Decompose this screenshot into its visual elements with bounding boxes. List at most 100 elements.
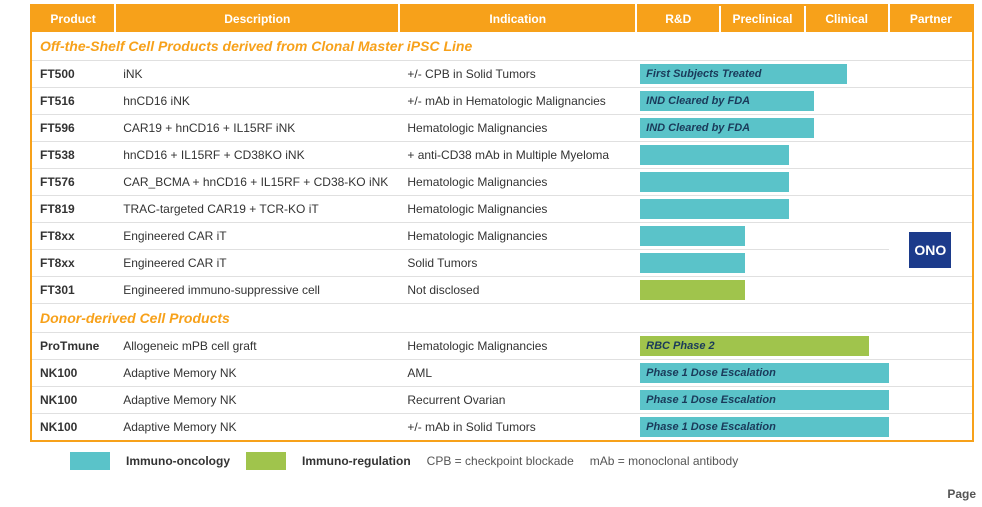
header-preclinical: Preclinical	[721, 6, 805, 32]
cell-product: ProTmune	[31, 333, 115, 360]
cell-stage: Phase 1 Dose Escalation	[636, 414, 889, 442]
table-row: FT819TRAC-targeted CAR19 + TCR-KO iTHema…	[31, 196, 973, 223]
cell-stage: Phase 1 Dose Escalation	[636, 387, 889, 414]
section-header: Off-the-Shelf Cell Products derived from…	[31, 32, 973, 61]
cell-product: NK100	[31, 414, 115, 442]
section-title: Off-the-Shelf Cell Products derived from…	[31, 32, 973, 61]
cell-stage: Phase 1 Dose Escalation	[636, 360, 889, 387]
table-row: FT301Engineered immuno-suppressive cellN…	[31, 277, 973, 304]
legend-cpb: CPB = checkpoint blockade	[427, 454, 574, 468]
cell-description: CAR_BCMA + hnCD16 + IL15RF + CD38-KO iNK	[115, 169, 399, 196]
stage-bar: Phase 1 Dose Escalation	[640, 363, 889, 383]
cell-stage: RBC Phase 2	[636, 333, 889, 360]
table-row: FT596CAR19 + hnCD16 + IL15RF iNKHematolo…	[31, 115, 973, 142]
stage-bar: RBC Phase 2	[640, 336, 869, 356]
cell-description: Adaptive Memory NK	[115, 414, 399, 442]
stage-bar: IND Cleared by FDA	[640, 91, 814, 111]
cell-description: Engineered immuno-suppressive cell	[115, 277, 399, 304]
stage-bar	[640, 145, 789, 165]
table-row: FT8xxEngineered CAR iTSolid Tumors	[31, 250, 973, 277]
cell-description: Adaptive Memory NK	[115, 387, 399, 414]
cell-indication: Hematologic Malignancies	[399, 196, 636, 223]
cell-partner	[889, 88, 973, 115]
cell-partner	[889, 333, 973, 360]
cell-indication: Hematologic Malignancies	[399, 169, 636, 196]
stage-bar	[640, 280, 744, 300]
cell-stage: IND Cleared by FDA	[636, 88, 889, 115]
cell-description: Adaptive Memory NK	[115, 360, 399, 387]
cell-product: FT576	[31, 169, 115, 196]
cell-indication: Recurrent Ovarian	[399, 387, 636, 414]
cell-description: iNK	[115, 61, 399, 88]
header-clinical: Clinical	[806, 6, 888, 32]
cell-indication: Hematologic Malignancies	[399, 223, 636, 250]
legend-immuno-regulation: Immuno-regulation	[302, 454, 411, 468]
table-row: FT8xxEngineered CAR iTHematologic Malign…	[31, 223, 973, 250]
stage-bar: Phase 1 Dose Escalation	[640, 417, 889, 437]
table-row: NK100Adaptive Memory NKAMLPhase 1 Dose E…	[31, 360, 973, 387]
cell-indication: Hematologic Malignancies	[399, 333, 636, 360]
table-row: NK100Adaptive Memory NK+/- mAb in Solid …	[31, 414, 973, 442]
section-header: Donor-derived Cell Products	[31, 304, 973, 333]
cell-partner	[889, 277, 973, 304]
cell-product: FT538	[31, 142, 115, 169]
cell-stage	[636, 142, 889, 169]
header-product: Product	[31, 5, 115, 32]
cell-indication: +/- CPB in Solid Tumors	[399, 61, 636, 88]
header-stages: R&D Preclinical Clinical	[636, 5, 889, 32]
cell-partner	[889, 115, 973, 142]
stage-bar: IND Cleared by FDA	[640, 118, 814, 138]
cell-partner	[889, 196, 973, 223]
cell-description: hnCD16 + IL15RF + CD38KO iNK	[115, 142, 399, 169]
legend: Immuno-oncology Immuno-regulation CPB = …	[30, 442, 974, 470]
stage-bar	[640, 172, 789, 192]
swatch-green	[246, 452, 286, 470]
cell-stage: First Subjects Treated	[636, 61, 889, 88]
cell-indication: Hematologic Malignancies	[399, 115, 636, 142]
cell-product: FT500	[31, 61, 115, 88]
table-header-row: Product Description Indication R&D Precl…	[31, 5, 973, 32]
cell-product: FT301	[31, 277, 115, 304]
cell-partner: ONO	[889, 223, 973, 277]
cell-stage	[636, 223, 889, 250]
cell-stage	[636, 196, 889, 223]
legend-immuno-oncology: Immuno-oncology	[126, 454, 230, 468]
cell-stage	[636, 169, 889, 196]
cell-description: hnCD16 iNK	[115, 88, 399, 115]
table-row: NK100Adaptive Memory NKRecurrent Ovarian…	[31, 387, 973, 414]
cell-partner	[889, 169, 973, 196]
ono-logo: ONO	[909, 232, 951, 268]
cell-partner	[889, 61, 973, 88]
pipeline-table: Product Description Indication R&D Precl…	[30, 4, 974, 442]
header-rd: R&D	[637, 6, 721, 32]
page-footer: Page	[947, 487, 976, 501]
header-indication: Indication	[399, 5, 636, 32]
cell-indication: +/- mAb in Hematologic Malignancies	[399, 88, 636, 115]
stage-bar: First Subjects Treated	[640, 64, 846, 84]
cell-indication: Not disclosed	[399, 277, 636, 304]
cell-description: Allogeneic mPB cell graft	[115, 333, 399, 360]
cell-partner	[889, 360, 973, 387]
cell-stage	[636, 277, 889, 304]
header-description: Description	[115, 5, 399, 32]
table-row: FT516hnCD16 iNK+/- mAb in Hematologic Ma…	[31, 88, 973, 115]
cell-product: FT516	[31, 88, 115, 115]
table-row: ProTmuneAllogeneic mPB cell graftHematol…	[31, 333, 973, 360]
stage-bar: Phase 1 Dose Escalation	[640, 390, 889, 410]
cell-description: CAR19 + hnCD16 + IL15RF iNK	[115, 115, 399, 142]
cell-indication: + anti-CD38 mAb in Multiple Myeloma	[399, 142, 636, 169]
stage-bar	[640, 199, 789, 219]
cell-partner	[889, 387, 973, 414]
header-partner: Partner	[889, 5, 973, 32]
cell-product: FT8xx	[31, 250, 115, 277]
stage-bar	[640, 253, 744, 273]
cell-description: Engineered CAR iT	[115, 250, 399, 277]
cell-product: NK100	[31, 360, 115, 387]
cell-partner	[889, 414, 973, 442]
cell-description: Engineered CAR iT	[115, 223, 399, 250]
cell-product: NK100	[31, 387, 115, 414]
stage-bar	[640, 226, 744, 246]
cell-stage: IND Cleared by FDA	[636, 115, 889, 142]
cell-partner	[889, 142, 973, 169]
table-row: FT576CAR_BCMA + hnCD16 + IL15RF + CD38-K…	[31, 169, 973, 196]
